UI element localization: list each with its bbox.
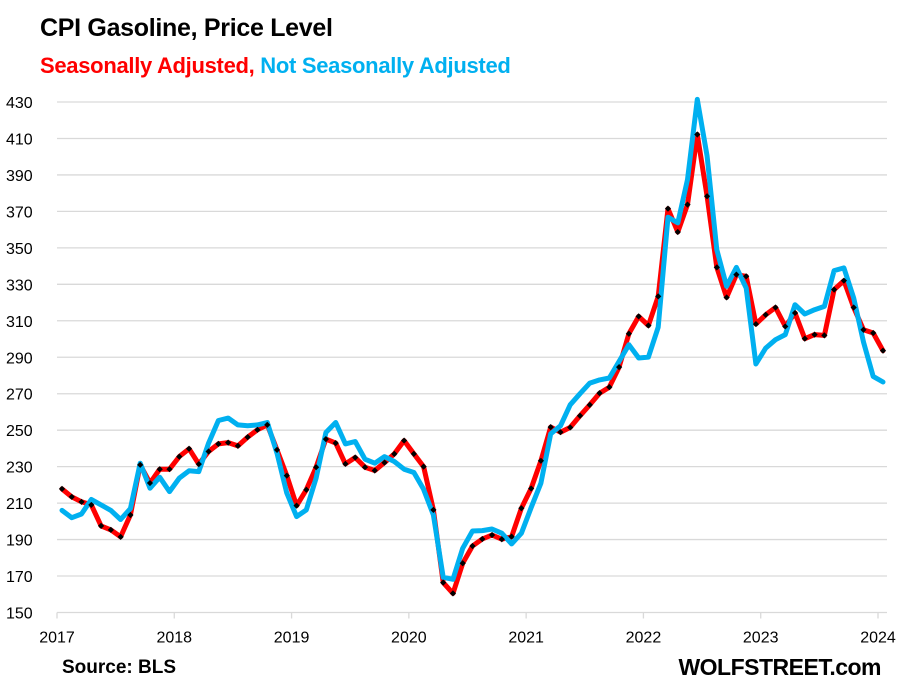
x-tick-label: 2023 xyxy=(743,630,779,647)
y-tick-label: 390 xyxy=(6,168,33,185)
data-point-marker xyxy=(176,453,183,460)
x-tick-label: 2021 xyxy=(508,630,544,647)
y-tick-label: 230 xyxy=(6,460,33,477)
x-tick-label: 2024 xyxy=(860,630,896,647)
y-tick-label: 370 xyxy=(6,204,33,221)
data-point-marker xyxy=(391,450,398,457)
data-point-marker xyxy=(840,277,848,284)
y-tick-label: 170 xyxy=(6,569,33,586)
y-tick-label: 330 xyxy=(6,277,33,294)
data-point-marker xyxy=(547,423,554,431)
brand-label: WOLFSTREET.com xyxy=(678,654,881,680)
series-not-seasonally-adjusted-line xyxy=(59,96,886,582)
series-seasonally-adjusted-line xyxy=(59,132,886,596)
legend-seasonally-adjusted: Seasonally Adjusted, xyxy=(40,53,255,78)
data-point-marker xyxy=(645,322,652,329)
data-point-marker xyxy=(537,457,545,464)
data-point-marker xyxy=(420,463,427,470)
data-point-marker xyxy=(518,505,525,512)
y-tick-label: 270 xyxy=(6,387,33,404)
x-tick-label: 2017 xyxy=(39,630,75,647)
y-tick-label: 150 xyxy=(6,606,33,623)
data-point-marker xyxy=(430,506,437,513)
data-point-marker xyxy=(254,426,261,433)
data-point-marker xyxy=(498,536,505,543)
series-layer xyxy=(58,96,887,597)
data-point-marker xyxy=(449,590,457,597)
chart-title: CPI Gasoline, Price Level xyxy=(40,14,333,42)
x-tick-label: 2022 xyxy=(626,630,662,647)
data-point-marker xyxy=(127,511,134,519)
data-point-marker xyxy=(352,454,359,461)
chart-subtitle: Seasonally Adjusted, Not Seasonally Adju… xyxy=(40,53,511,79)
y-tick-label: 250 xyxy=(6,423,33,440)
x-tick-label: 2019 xyxy=(274,630,310,647)
data-point-marker xyxy=(508,533,515,540)
data-point-marker xyxy=(860,326,867,333)
legend-not-seasonally-adjusted: Not Seasonally Adjusted xyxy=(260,53,511,78)
data-point-marker xyxy=(371,467,378,474)
data-point-marker xyxy=(332,440,339,447)
y-tick-label: 290 xyxy=(6,350,33,367)
data-point-marker xyxy=(283,472,290,479)
data-point-marker xyxy=(528,485,535,492)
data-point-marker xyxy=(313,464,320,471)
x-tick-label: 2018 xyxy=(156,630,192,647)
data-point-marker xyxy=(733,271,740,278)
data-point-marker xyxy=(303,486,310,493)
data-point-marker xyxy=(410,450,417,457)
data-point-marker xyxy=(361,464,369,471)
y-tick-label: 410 xyxy=(6,131,33,148)
y-tick-label: 310 xyxy=(6,314,33,331)
data-point-marker xyxy=(342,460,349,468)
source-label: Source: BLS xyxy=(62,657,177,678)
data-point-marker xyxy=(762,311,769,318)
y-tick-label: 430 xyxy=(6,95,33,112)
data-point-marker xyxy=(381,459,388,466)
x-tick-label: 2020 xyxy=(391,630,427,647)
y-axis: 150 170 190 210 230 250 270 290 310 330 350 370 390 4… xyxy=(6,95,33,623)
y-tick-label: 350 xyxy=(6,241,33,258)
data-point-marker xyxy=(293,502,300,509)
data-point-marker xyxy=(625,330,632,337)
data-point-marker xyxy=(264,421,271,429)
gridlines xyxy=(57,101,887,614)
y-tick-label: 190 xyxy=(6,533,33,550)
data-point-marker xyxy=(322,436,330,443)
data-point-marker xyxy=(273,446,281,453)
y-tick-label: 210 xyxy=(6,496,33,513)
data-point-marker xyxy=(400,437,408,444)
data-point-marker xyxy=(469,542,476,550)
x-axis: 2017 2018 2019 2020 2021 2022 2023 2024 xyxy=(39,612,896,647)
